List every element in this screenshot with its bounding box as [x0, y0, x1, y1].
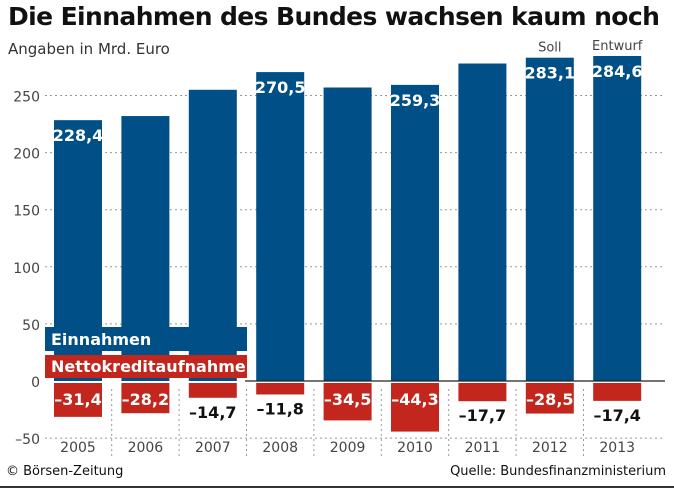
y-tick-label: 200 [13, 147, 40, 163]
x-tick-label: 2009 [330, 440, 366, 456]
y-tick-label: 0 [31, 375, 40, 391]
bar-nettokreditaufnahme [391, 383, 439, 432]
legend-label-nettokreditaufnahme: Nettokreditaufnahme [51, 357, 246, 376]
y-tick-label: –50 [15, 432, 40, 448]
source: Quelle: Bundesfinanzministerium [450, 464, 666, 479]
x-tick-label: 2006 [128, 440, 164, 456]
category-note: Soll [538, 41, 561, 56]
x-tick-label: 2013 [599, 440, 635, 456]
x-tick-label: 2008 [262, 440, 298, 456]
data-label-einnahmen: 284,6 [592, 62, 643, 81]
x-tick-label: 2012 [532, 440, 568, 456]
bar-einnahmen [323, 87, 372, 382]
data-label-nettokreditaufnahme: –28,5 [526, 390, 573, 409]
bar-nettokreditaufnahme [121, 383, 170, 414]
bar-nettokreditaufnahme [323, 383, 372, 421]
bar-einnahmen [256, 72, 305, 382]
credit: © Börsen-Zeitung [6, 464, 124, 479]
x-tick-label: 2005 [60, 440, 96, 456]
data-label-nettokreditaufnahme: –11,8 [256, 399, 303, 418]
chart-subtitle: Angaben in Mrd. Euro [8, 40, 170, 58]
bar-nettokreditaufnahme [188, 383, 237, 398]
data-label-nettokreditaufnahme: –31,4 [54, 390, 101, 409]
data-label-nettokreditaufnahme: –17,7 [459, 406, 506, 425]
bar-nettokreditaufnahme [593, 383, 642, 401]
bar-einnahmen [391, 84, 439, 382]
y-tick-label: 150 [13, 204, 40, 220]
bar-nettokreditaufnahme [525, 383, 574, 414]
bar-nettokreditaufnahme [256, 383, 305, 395]
bar-nettokreditaufnahme [54, 383, 102, 417]
chart-title: Die Einnahmen des Bundes wachsen kaum no… [8, 2, 660, 31]
bottom-rule [0, 486, 674, 488]
bar-einnahmen [593, 55, 642, 381]
data-label-nettokreditaufnahme: –14,7 [189, 403, 236, 422]
x-tick-label: 2011 [465, 440, 501, 456]
bar-einnahmen [525, 57, 574, 381]
data-label-einnahmen: 270,5 [255, 78, 306, 97]
category-note: Entwurf [592, 39, 643, 54]
bar-einnahmen [458, 63, 507, 382]
data-label-einnahmen: 283,1 [524, 64, 575, 83]
y-tick-label: 250 [13, 90, 40, 106]
x-tick-label: 2007 [195, 440, 231, 456]
data-label-nettokreditaufnahme: –17,4 [593, 406, 640, 425]
y-tick-label: 100 [13, 261, 40, 277]
bar-nettokreditaufnahme [458, 383, 507, 402]
legend-label-einnahmen: Einnahmen [51, 330, 151, 349]
data-label-nettokreditaufnahme: –34,5 [324, 390, 371, 409]
legend-swatch-einnahmen [45, 327, 247, 351]
data-label-nettokreditaufnahme: –44,3 [391, 390, 438, 409]
legend-swatch-nettokreditaufnahme [45, 355, 247, 378]
data-label-einnahmen: 228,4 [53, 126, 104, 145]
data-label-nettokreditaufnahme: –28,2 [122, 390, 169, 409]
x-tick-label: 2010 [397, 440, 433, 456]
data-label-einnahmen: 259,3 [390, 91, 441, 110]
y-tick-label: 50 [22, 318, 40, 334]
